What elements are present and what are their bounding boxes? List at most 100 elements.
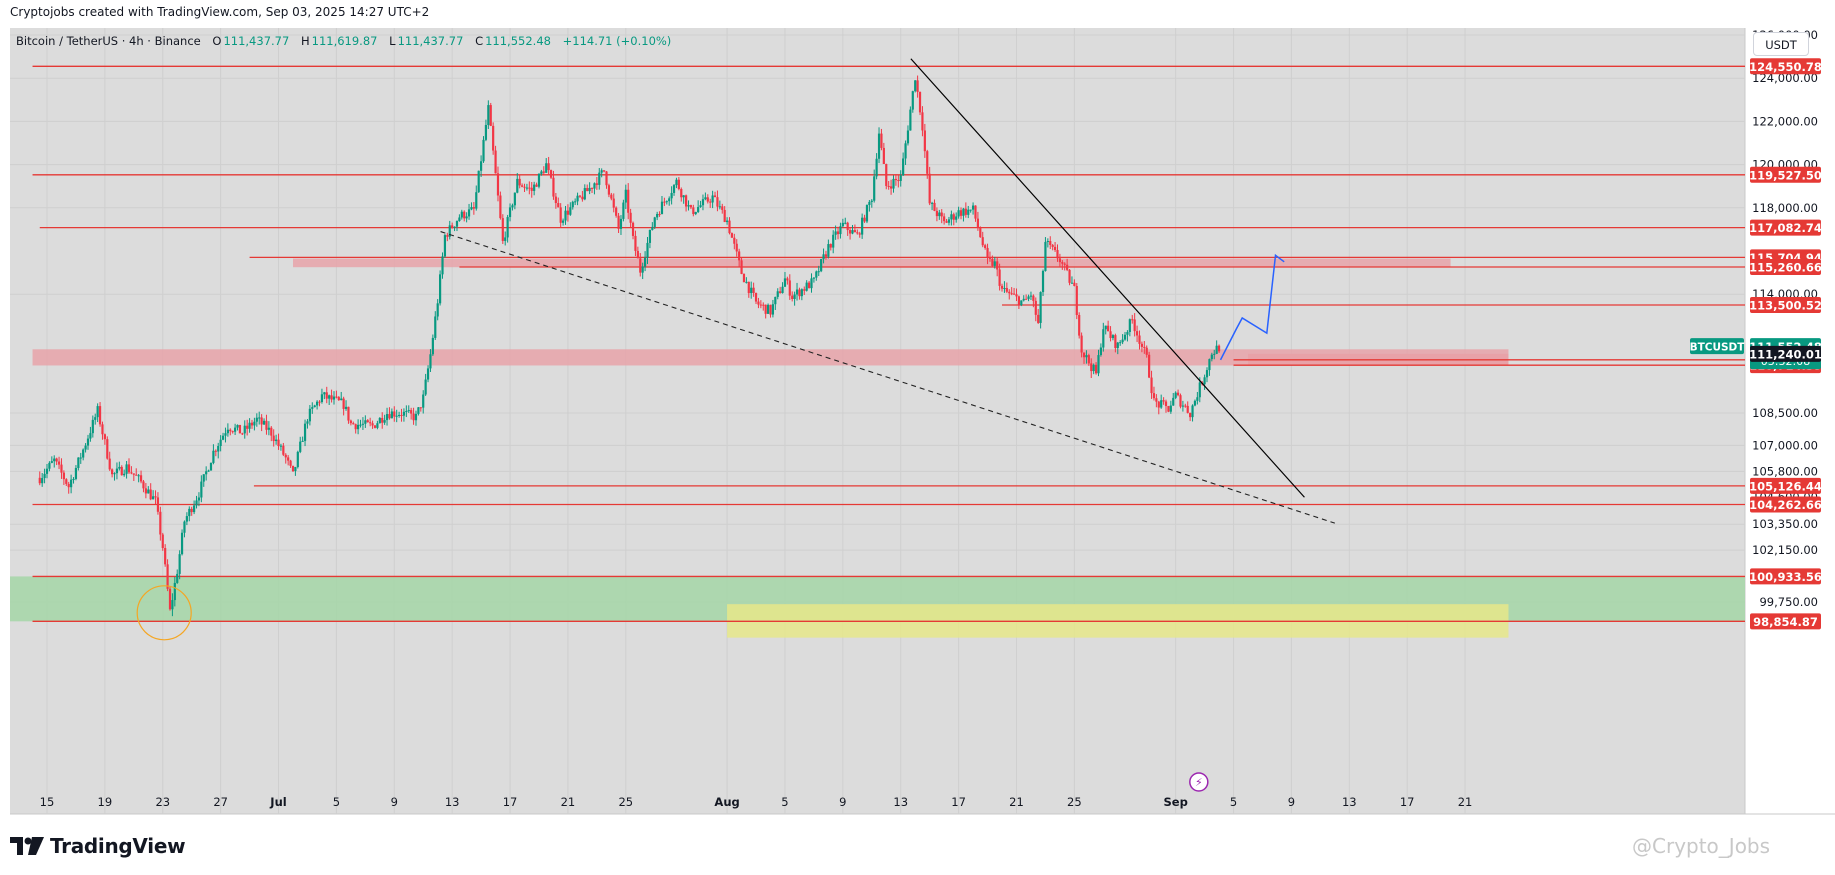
candle-body <box>443 235 447 257</box>
open-label: O <box>212 34 222 48</box>
candle-body <box>542 171 545 173</box>
candle-body <box>1046 241 1049 243</box>
candle-body <box>91 419 94 434</box>
candle-body <box>267 427 270 430</box>
candle-body <box>684 195 688 207</box>
candle-body <box>1102 329 1105 348</box>
candle-body <box>962 208 965 216</box>
candle-body <box>125 464 128 474</box>
candle-body <box>518 178 521 186</box>
candle-body <box>1203 377 1206 385</box>
candle-body <box>176 573 179 583</box>
currency-button[interactable]: USDT <box>1753 32 1809 56</box>
low-label: L <box>389 34 396 48</box>
candle-body <box>824 254 828 257</box>
candle-body <box>631 222 635 236</box>
candle-body <box>294 467 297 472</box>
candle-body <box>615 207 618 216</box>
candle-body <box>680 188 683 198</box>
lightning-icon: ⚡ <box>1195 776 1203 789</box>
candle-body <box>976 218 980 228</box>
candle-body <box>55 458 58 462</box>
candle-body <box>135 474 138 476</box>
candle-body <box>617 215 620 229</box>
candle-body <box>911 91 914 110</box>
candle-body <box>561 220 565 223</box>
candle-body <box>646 242 649 258</box>
candle-body <box>79 457 82 459</box>
candle-body <box>725 220 729 223</box>
candle-body <box>627 189 630 213</box>
candle-body <box>325 392 328 399</box>
event-marker[interactable] <box>1189 772 1209 792</box>
candle-body <box>487 105 490 125</box>
candle-body <box>1037 314 1040 323</box>
tradingview-logo[interactable]: TradingView <box>10 834 186 858</box>
candle-body <box>774 296 777 305</box>
candle-body <box>513 192 516 206</box>
candle-body <box>156 497 160 512</box>
candle-body <box>458 217 461 222</box>
candle-body <box>393 411 396 417</box>
candle-body <box>142 481 145 489</box>
candle-body <box>1000 285 1004 289</box>
candle-body <box>716 197 719 207</box>
candle-body <box>870 200 873 202</box>
candle-body <box>547 163 550 171</box>
symbol-name[interactable]: Bitcoin / TetherUS · 4h · Binance <box>16 34 201 48</box>
candle-body <box>255 417 258 422</box>
candle-body <box>65 479 68 484</box>
candle-body <box>986 247 989 258</box>
candle-body <box>1039 292 1042 323</box>
candle-body <box>791 295 794 300</box>
level-price-tag-bg <box>1750 613 1821 630</box>
candle-body <box>766 304 770 314</box>
candle-body <box>759 304 762 306</box>
candle-body <box>308 408 311 422</box>
trendline[interactable] <box>910 58 1305 498</box>
candle-body <box>516 178 519 193</box>
candle-body <box>535 184 538 187</box>
candle-body <box>45 468 49 474</box>
chart-pane-bg <box>10 28 1745 814</box>
candle-body <box>723 209 726 223</box>
candle-body <box>863 217 866 222</box>
candle-body <box>706 197 709 202</box>
candle-body <box>455 221 459 227</box>
candle-body <box>1181 405 1184 407</box>
candle-body <box>383 420 386 423</box>
candle-body <box>328 395 331 399</box>
candle-body <box>945 221 948 223</box>
candle-body <box>713 195 717 198</box>
candle-body <box>848 230 852 234</box>
x-tick-label: 17 <box>951 795 966 809</box>
resistance-zone <box>32 349 1509 366</box>
candle-body <box>349 420 352 424</box>
candle-body <box>861 217 864 235</box>
candle-body <box>337 397 340 401</box>
candle-body <box>943 216 946 222</box>
candle-body <box>651 226 654 230</box>
candle-body <box>376 423 379 428</box>
candle-body <box>540 171 543 174</box>
candle-body <box>316 401 319 406</box>
candle-body <box>520 185 524 187</box>
candle-body <box>583 188 586 200</box>
candle-body <box>291 465 295 472</box>
candle-body <box>969 209 972 211</box>
candle-body <box>803 289 806 291</box>
candle-body <box>306 421 309 424</box>
candle-body <box>1053 246 1057 251</box>
candle-body <box>234 427 237 432</box>
candle-body <box>98 406 102 425</box>
dashed-trendline[interactable] <box>440 231 1336 524</box>
candle-body <box>1174 392 1177 398</box>
y-tick-label: 99,750.00 <box>1759 595 1818 609</box>
projection-path[interactable] <box>1219 253 1285 361</box>
candle-body <box>303 423 307 441</box>
candle-body <box>164 548 167 565</box>
candle-body <box>410 410 413 414</box>
candle-body <box>769 304 772 315</box>
candle-body <box>1087 355 1090 364</box>
